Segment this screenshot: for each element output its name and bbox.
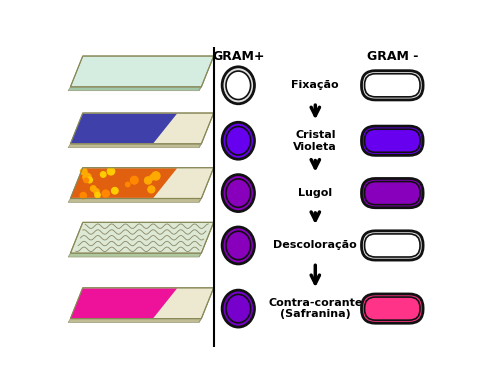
Text: Fixação: Fixação xyxy=(291,80,339,90)
Polygon shape xyxy=(71,113,214,144)
Circle shape xyxy=(144,177,152,184)
Polygon shape xyxy=(71,222,214,253)
FancyBboxPatch shape xyxy=(361,179,423,208)
Circle shape xyxy=(91,186,96,191)
Ellipse shape xyxy=(226,179,251,207)
Polygon shape xyxy=(68,144,201,148)
Polygon shape xyxy=(199,222,214,257)
FancyBboxPatch shape xyxy=(365,234,420,257)
Polygon shape xyxy=(199,168,214,202)
Circle shape xyxy=(108,168,115,175)
Circle shape xyxy=(102,190,109,197)
Ellipse shape xyxy=(222,175,254,212)
Polygon shape xyxy=(71,113,177,143)
Circle shape xyxy=(87,177,93,183)
Ellipse shape xyxy=(226,231,251,260)
Polygon shape xyxy=(68,253,201,257)
FancyBboxPatch shape xyxy=(365,182,420,205)
Ellipse shape xyxy=(226,71,251,99)
Circle shape xyxy=(95,192,100,198)
Circle shape xyxy=(126,183,130,187)
Text: GRAM -: GRAM - xyxy=(367,50,418,62)
Text: Cristal
Violeta: Cristal Violeta xyxy=(293,130,337,152)
Text: Contra-corante
(Safranina): Contra-corante (Safranina) xyxy=(268,298,362,319)
Polygon shape xyxy=(71,168,177,198)
Text: Lugol: Lugol xyxy=(298,188,332,198)
Circle shape xyxy=(148,186,155,193)
Polygon shape xyxy=(71,289,177,318)
Circle shape xyxy=(100,172,106,177)
Polygon shape xyxy=(71,288,214,319)
Polygon shape xyxy=(68,87,201,91)
Circle shape xyxy=(83,173,91,181)
Ellipse shape xyxy=(226,294,251,323)
Ellipse shape xyxy=(222,227,254,264)
Polygon shape xyxy=(199,113,214,148)
Ellipse shape xyxy=(222,290,254,327)
Polygon shape xyxy=(68,319,201,323)
Polygon shape xyxy=(71,168,214,199)
FancyBboxPatch shape xyxy=(361,294,423,323)
FancyBboxPatch shape xyxy=(365,129,420,152)
Circle shape xyxy=(131,176,138,184)
Circle shape xyxy=(80,192,86,199)
Polygon shape xyxy=(71,56,214,87)
Circle shape xyxy=(111,188,118,194)
FancyBboxPatch shape xyxy=(361,126,423,155)
FancyBboxPatch shape xyxy=(361,71,423,100)
Circle shape xyxy=(150,174,156,180)
Polygon shape xyxy=(199,288,214,323)
Polygon shape xyxy=(199,56,214,91)
Ellipse shape xyxy=(222,67,254,104)
FancyBboxPatch shape xyxy=(365,74,420,97)
FancyBboxPatch shape xyxy=(365,297,420,320)
Ellipse shape xyxy=(226,126,251,155)
Circle shape xyxy=(152,172,160,180)
FancyBboxPatch shape xyxy=(361,231,423,260)
Ellipse shape xyxy=(222,122,254,159)
Circle shape xyxy=(84,178,89,183)
Text: GRAM+: GRAM+ xyxy=(212,50,264,62)
Circle shape xyxy=(94,189,99,194)
Text: Descoloração: Descoloração xyxy=(274,241,357,250)
Circle shape xyxy=(81,168,87,175)
Polygon shape xyxy=(68,199,201,202)
